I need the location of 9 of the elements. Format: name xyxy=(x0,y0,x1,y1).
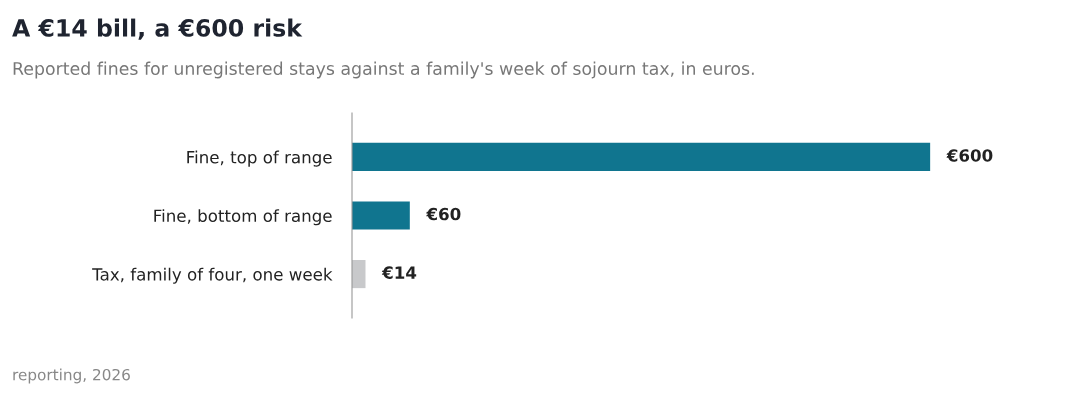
text: A €14 bill, a €600 risk xyxy=(12,18,303,40)
chart-subtitle: Reported fines for unregistered stays against a family's week of sojourn tax, in euros. xyxy=(13,61,754,79)
y-tick-label: Tax, family of four, one week xyxy=(92,267,333,284)
y-tick-label: Fine, top of range xyxy=(187,150,332,167)
data-label: €60 xyxy=(426,207,461,221)
data-label: €600 xyxy=(946,149,993,162)
data-label: €14 xyxy=(381,266,417,279)
y-tick-label: Fine, bottom of range xyxy=(154,209,332,226)
text: reporting, 2026 xyxy=(13,368,130,384)
